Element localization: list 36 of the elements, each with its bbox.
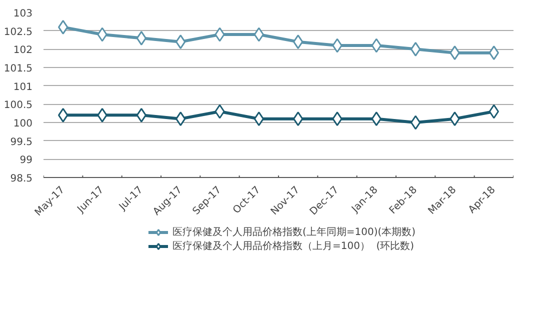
point bbox=[176, 34, 186, 50]
y-tick-label: 101 bbox=[13, 82, 33, 93]
point bbox=[410, 115, 421, 130]
point bbox=[488, 46, 499, 60]
y-tick-label: 100 bbox=[13, 118, 33, 130]
point bbox=[293, 112, 304, 126]
point bbox=[254, 112, 264, 126]
y-tick-label: 102 bbox=[13, 45, 33, 56]
point bbox=[136, 30, 146, 46]
point bbox=[214, 104, 225, 119]
y-tick-label: 103 bbox=[13, 8, 33, 20]
y-tick-label: 102.5 bbox=[4, 26, 33, 38]
point bbox=[136, 108, 146, 122]
y-tick-label: 99.5 bbox=[10, 136, 32, 148]
point bbox=[410, 42, 421, 56]
point bbox=[450, 112, 460, 126]
y-tick-label: 101.5 bbox=[4, 64, 33, 74]
y-tick-label: 98.5 bbox=[10, 174, 32, 184]
point bbox=[488, 104, 499, 119]
point bbox=[450, 46, 460, 60]
point bbox=[371, 38, 382, 53]
point bbox=[332, 112, 342, 126]
point bbox=[58, 20, 68, 34]
y-tick-label: 100.5 bbox=[4, 100, 33, 112]
point bbox=[214, 27, 225, 42]
point bbox=[254, 27, 264, 42]
point bbox=[293, 34, 304, 50]
point bbox=[176, 112, 186, 126]
point bbox=[332, 38, 342, 53]
y-tick-label: 99 bbox=[20, 155, 33, 166]
point bbox=[97, 27, 108, 42]
legend-label: 医疗保健及个人用品价格指数（上月=100） (环比数) bbox=[172, 240, 414, 253]
point bbox=[371, 112, 382, 126]
point bbox=[97, 108, 108, 122]
legend-label: 医疗保健及个人用品价格指数(上年同期=100)(本期数) bbox=[172, 226, 416, 239]
point bbox=[58, 108, 68, 122]
